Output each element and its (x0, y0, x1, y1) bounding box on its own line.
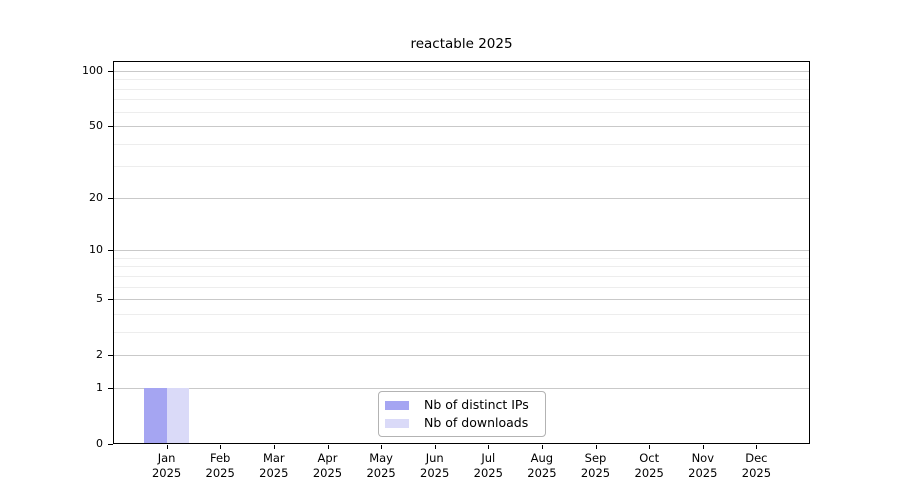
x-tick-label: Nov 2025 (688, 451, 718, 480)
x-tick-mark (166, 445, 168, 449)
x-tick-label: Aug 2025 (527, 451, 557, 480)
x-tick-label: Jul 2025 (473, 451, 503, 480)
x-tick-mark (595, 445, 597, 449)
chart-title: reactable 2025 (410, 36, 513, 52)
x-tick-label: Mar 2025 (259, 451, 289, 480)
x-tick-mark (434, 445, 436, 449)
x-tick-label: Dec 2025 (741, 451, 772, 480)
y-tick-mark (108, 355, 113, 357)
minor-gridline (114, 313, 809, 315)
major-gridline (114, 70, 809, 72)
y-tick-label: 10 (89, 243, 103, 257)
y-tick-mark (108, 70, 113, 72)
x-tick-label: Jan 2025 (151, 451, 182, 480)
legend-item-distinct-ips: Nb of distinct IPs (379, 398, 545, 412)
major-gridline (114, 250, 809, 252)
y-tick-label: 100 (82, 63, 103, 77)
minor-gridline (114, 88, 809, 90)
minor-gridline (114, 99, 809, 101)
y-tick-label: 50 (89, 119, 103, 132)
plot-area (113, 61, 810, 444)
minor-gridline (114, 143, 809, 145)
y-tick-mark (108, 126, 113, 127)
x-tick-label: Oct 2025 (634, 451, 664, 480)
x-tick-label: Apr 2025 (312, 451, 343, 480)
y-tick-label: 5 (96, 292, 103, 306)
minor-gridline (114, 111, 809, 113)
legend-item-downloads: Nb of downloads (379, 416, 545, 430)
x-tick-label: May 2025 (366, 451, 396, 480)
major-gridline (114, 387, 809, 389)
minor-gridline (114, 331, 809, 333)
y-tick-label: 20 (89, 190, 103, 204)
minor-gridline (114, 257, 809, 259)
x-tick-label: Jun 2025 (420, 451, 450, 480)
minor-gridline (114, 275, 809, 277)
x-tick-mark (702, 445, 704, 449)
major-gridline (114, 355, 809, 357)
y-tick-mark (108, 250, 113, 252)
y-tick-mark (108, 387, 113, 389)
x-tick-mark (649, 445, 651, 449)
y-tick-label: 1 (96, 380, 103, 394)
x-tick-mark (220, 445, 222, 449)
major-gridline (114, 299, 809, 301)
legend-label-distinct-ips: Nb of distinct IPs (424, 397, 529, 412)
x-tick-mark (541, 445, 543, 449)
legend: Nb of distinct IPs Nb of downloads (378, 391, 546, 437)
major-gridline (114, 197, 809, 199)
x-tick-mark (273, 445, 275, 449)
y-tick-mark (108, 197, 113, 199)
minor-gridline (114, 79, 809, 81)
x-tick-mark (381, 445, 383, 449)
y-tick-label: 2 (96, 348, 103, 362)
x-tick-label: Sep 2025 (580, 451, 611, 480)
legend-label-downloads: Nb of downloads (424, 415, 529, 430)
legend-swatch-distinct-ips-icon (385, 400, 409, 410)
x-tick-mark (756, 445, 758, 449)
x-tick-mark (327, 445, 329, 449)
minor-gridline (114, 166, 809, 168)
major-gridline (114, 126, 809, 127)
minor-gridline (114, 266, 809, 268)
y-tick-mark (108, 444, 113, 445)
bar (144, 387, 167, 443)
x-tick-mark (488, 445, 490, 449)
bar (166, 387, 190, 443)
y-tick-label: 0 (96, 437, 103, 450)
minor-gridline (114, 286, 809, 288)
x-tick-label: Feb 2025 (205, 451, 235, 480)
legend-swatch-downloads-icon (385, 418, 409, 428)
y-tick-mark (108, 299, 113, 301)
